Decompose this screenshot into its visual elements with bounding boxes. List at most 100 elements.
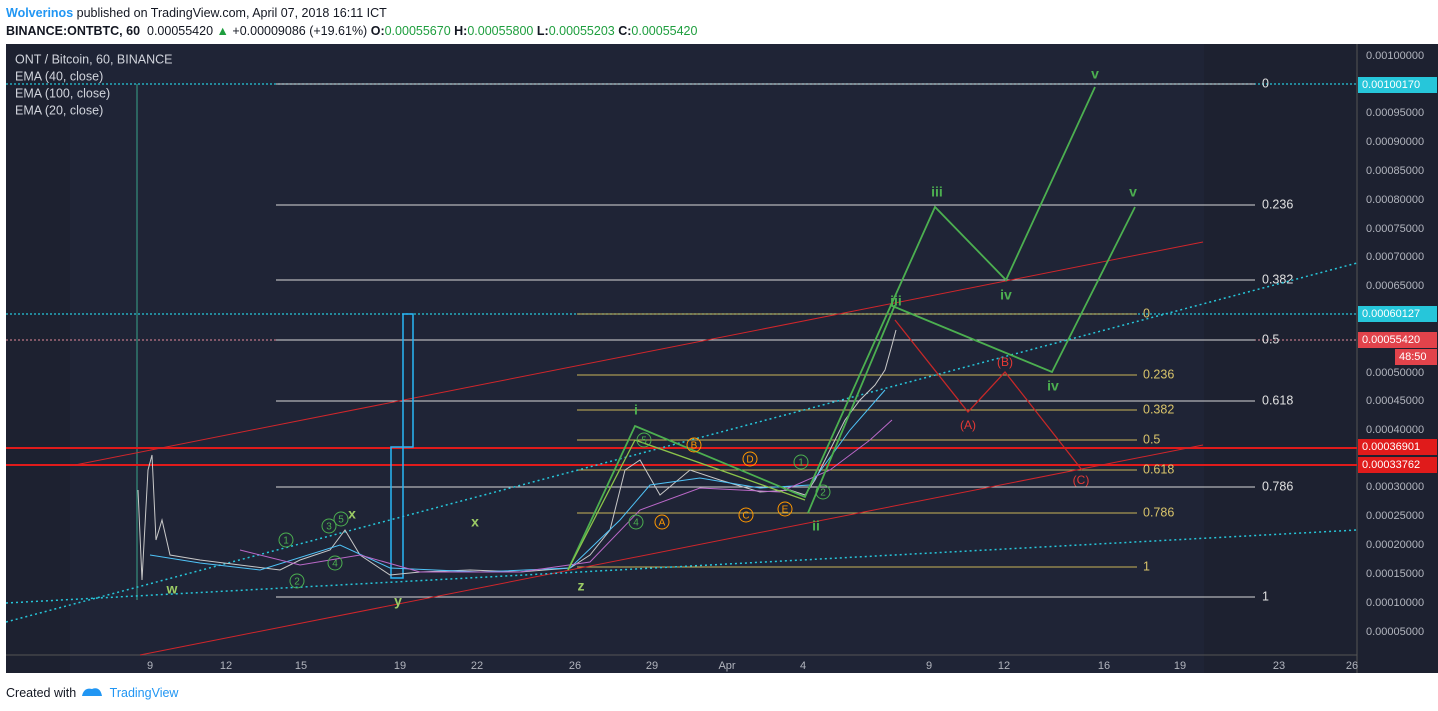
wave-circle-label: 1 xyxy=(283,536,289,547)
fib-label: 0.382 xyxy=(1262,272,1293,286)
wave-label: iii xyxy=(890,293,902,309)
ema xyxy=(239,419,893,573)
price-label: 0.00080000 xyxy=(1366,194,1424,206)
fib-label: 1 xyxy=(1143,559,1150,573)
brand[interactable]: TradingView xyxy=(109,686,179,700)
time-label: 12 xyxy=(220,660,232,672)
logo xyxy=(81,688,102,696)
chart: ONT / Bitcoin, 60, BINANCE EMA (40, close… xyxy=(0,40,1438,680)
wave-circle xyxy=(686,437,702,453)
fib-label: 1 xyxy=(1262,589,1269,603)
close: 0.00055420 xyxy=(631,24,698,38)
fib-label: 0 xyxy=(1262,76,1269,90)
fib-label: 0.618 xyxy=(1143,462,1174,476)
projection xyxy=(567,439,806,571)
o-label: O: xyxy=(370,24,385,38)
wave-circle xyxy=(333,511,349,527)
wave-label: (A) xyxy=(960,418,976,432)
price-label: 0.00070000 xyxy=(1366,251,1424,263)
wave-circle-label: 2 xyxy=(294,577,300,588)
price-label: 0.00095000 xyxy=(1366,107,1424,119)
wave-label: v xyxy=(1091,66,1099,82)
price-label: 0.00020000 xyxy=(1366,539,1424,551)
wave-circle-label: 5 xyxy=(338,515,344,526)
low: 0.00055203 xyxy=(548,24,615,38)
wave-circle-label: B xyxy=(691,441,698,452)
price-tag-label: 0.00033762 xyxy=(1362,459,1420,471)
wave-circle-label: A xyxy=(659,518,666,529)
price-tag xyxy=(1358,306,1437,322)
price-tag xyxy=(1395,349,1437,365)
wave-label: v xyxy=(1129,184,1137,200)
time-label: 29 xyxy=(646,660,658,672)
price-label: 0.00085000 xyxy=(1366,165,1424,177)
published: published on TradingView.com, April 07, … xyxy=(76,6,387,20)
price-tag xyxy=(1358,332,1437,348)
price-label: 0.00050000 xyxy=(1366,367,1424,379)
wave-circle-label: 3 xyxy=(326,522,332,533)
high: 0.00055800 xyxy=(467,24,534,38)
price-tag-label: 0.00060127 xyxy=(1362,308,1420,320)
time-label: 9 xyxy=(926,660,932,672)
price-tag-label: 0.00036901 xyxy=(1362,441,1420,453)
wave-circle xyxy=(654,514,670,530)
price-tag xyxy=(1358,457,1437,473)
channel xyxy=(139,444,1204,656)
price-label: 0.00040000 xyxy=(1366,424,1424,436)
wave-circle-label: 4 xyxy=(332,559,338,570)
wave-label: iii xyxy=(931,184,943,200)
projection xyxy=(807,304,896,514)
fib-label: 0.236 xyxy=(1262,197,1293,211)
wave-circle xyxy=(289,573,305,589)
wave-label: x xyxy=(471,514,479,530)
author[interactable]: Wolverinos xyxy=(6,6,74,20)
change: +0.00009086 (+19.61%) xyxy=(232,24,368,38)
wave-circle xyxy=(278,532,294,548)
ema xyxy=(149,389,886,573)
wave-circle xyxy=(636,432,652,448)
symbol: BINANCE:ONTBTC, 60 xyxy=(6,24,141,38)
wave-label: (C) xyxy=(1073,473,1090,487)
price-label: 0.00030000 xyxy=(1366,481,1424,493)
price-label: 0.00090000 xyxy=(1366,136,1424,148)
legend-item: EMA (20, close) xyxy=(15,103,103,117)
fib-label: 0.5 xyxy=(1262,332,1279,346)
c-label: C: xyxy=(618,24,632,38)
projection xyxy=(567,86,1096,571)
fib-label: 0.5 xyxy=(1143,432,1160,446)
price-tag-label: 48:50 xyxy=(1399,351,1427,363)
wave-circle xyxy=(327,555,343,571)
wave-circle-label: E xyxy=(782,505,789,516)
wave-label: z xyxy=(578,578,585,594)
price-tag xyxy=(1358,77,1437,93)
fib-label: 0.786 xyxy=(1262,479,1293,493)
price-tag-label: 0.00055420 xyxy=(1362,334,1420,346)
fib-label: 0.618 xyxy=(1262,393,1293,407)
box xyxy=(402,313,414,448)
legend-item: EMA (40, close) xyxy=(15,69,103,83)
wave-circle-label: 5 xyxy=(641,436,647,447)
time-label: 19 xyxy=(1174,660,1186,672)
time-label: 12 xyxy=(998,660,1010,672)
legend-item: EMA (100, close) xyxy=(15,86,110,100)
time-label: 23 xyxy=(1273,660,1285,672)
range-shade xyxy=(70,44,1204,673)
time-label: 19 xyxy=(394,660,406,672)
wave-circle xyxy=(777,501,793,517)
price-label: 0.00045000 xyxy=(1366,395,1424,407)
wave-circle xyxy=(738,507,754,523)
created: Created with xyxy=(6,686,77,700)
price-label: 0.00015000 xyxy=(1366,568,1424,580)
wave-label: x xyxy=(348,506,356,522)
price-label: 0.00100000 xyxy=(1366,50,1424,62)
wave-label: ii xyxy=(812,518,820,534)
time-label: 26 xyxy=(1346,660,1358,672)
wave-circle xyxy=(793,454,809,470)
wave-label: (B) xyxy=(997,355,1013,369)
wave-circle-label: C xyxy=(742,511,749,522)
wave-circle xyxy=(628,514,644,530)
wave-circle xyxy=(742,451,758,467)
fib-label: 0 xyxy=(1143,306,1150,320)
price-tag xyxy=(1358,439,1437,455)
header: Wolverinos published on TradingView.com,… xyxy=(6,4,697,40)
